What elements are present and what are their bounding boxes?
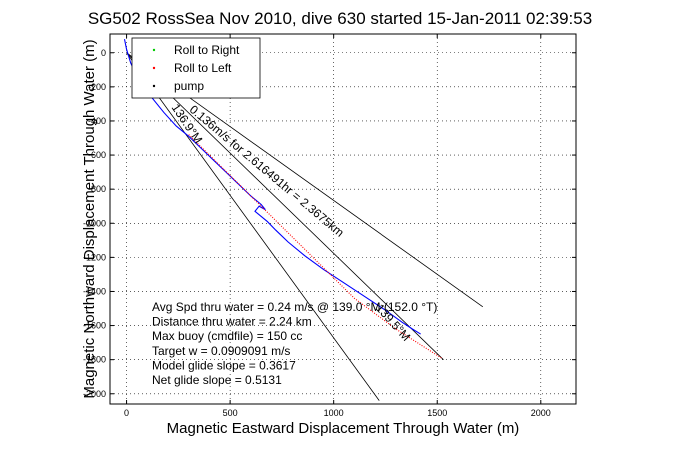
legend: Roll to Right Roll to Left pump	[131, 37, 261, 99]
y-tick-label: -1600	[83, 321, 106, 331]
legend-marker	[152, 48, 156, 52]
x-tick-label: 500	[223, 408, 238, 418]
stats-line: Max buoy (cmdfile) = 150 cc	[152, 329, 302, 343]
x-ticks: 0 500 1000 1500 2000	[124, 34, 551, 418]
stats-line: Model glide slope = 0.3617	[152, 358, 296, 372]
legend-marker	[152, 66, 156, 70]
y-tick-label: -1000	[83, 218, 106, 228]
track-series-line	[123, 39, 421, 335]
x-axis-label: Magnetic Eastward Displacement Through W…	[167, 420, 520, 437]
y-axis-label: Magnetic Northward Displacement Through …	[81, 39, 98, 398]
stats-line: Avg Spd thru water = 0.24 m/s @ 139.0 °M…	[152, 300, 437, 314]
heading-reference-line	[126, 52, 380, 401]
legend-label: Roll to Right	[174, 43, 240, 57]
x-tick-label: 1000	[324, 408, 344, 418]
legend-marker	[152, 84, 156, 88]
x-tick-label: 0	[124, 408, 129, 418]
stats-line: Net glide slope = 0.5131	[152, 373, 282, 387]
y-tick-label: -1800	[83, 355, 106, 365]
y-tick-label: -400	[88, 116, 106, 126]
stats-text-box: Avg Spd thru water = 0.24 m/s @ 139.0 °M…	[152, 300, 437, 387]
x-tick-label: 2000	[531, 408, 551, 418]
y-tick-label: -1400	[83, 286, 106, 296]
data-series	[123, 39, 442, 359]
heading-reference-line	[126, 52, 444, 360]
y-tick-label: -200	[88, 82, 106, 92]
y-tick-label: -600	[88, 150, 106, 160]
legend-label: Roll to Left	[174, 61, 232, 75]
legend-label: pump	[174, 79, 204, 93]
chart-title: SG502 RossSea Nov 2010, dive 630 started…	[88, 9, 592, 28]
stats-line: Target w = 0.0909091 m/s	[152, 344, 290, 358]
stats-line: Distance thru water = 2.24 km	[152, 315, 312, 329]
y-tick-label: -1200	[83, 252, 106, 262]
track-series-line	[188, 134, 442, 359]
y-tick-label: -800	[88, 184, 106, 194]
x-tick-label: 1500	[427, 408, 447, 418]
y-tick-label: 0	[101, 48, 106, 58]
grid	[110, 34, 576, 404]
y-tick-label: -2000	[83, 389, 106, 399]
y-ticks: 0 -200 -400 -600 -800 -1000 -1200 -1400 -1600 -18…	[83, 48, 576, 399]
